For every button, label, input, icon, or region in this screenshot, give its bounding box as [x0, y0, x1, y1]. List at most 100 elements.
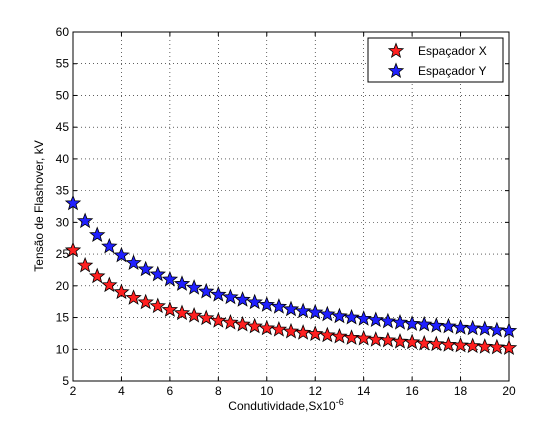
data-point-star: [149, 297, 166, 314]
data-point-star: [246, 317, 263, 334]
y-tick-label: 5: [62, 374, 69, 388]
data-point-star: [76, 256, 94, 273]
data-point-star: [282, 322, 300, 339]
x-axis-label: Condutividade,Sx10-6: [228, 397, 343, 413]
x-tick-labels: 2 4 6 8 10 12 14 16 18 20: [70, 384, 516, 398]
data-point-star: [403, 333, 421, 350]
data-point-star: [355, 310, 372, 326]
x-tick-label: 4: [118, 384, 125, 398]
y-tick-label: 40: [56, 152, 70, 166]
data-point-star: [464, 319, 481, 336]
data-point-star: [270, 320, 288, 337]
data-point-star: [234, 291, 251, 307]
data-point-star: [452, 336, 469, 353]
grid-lines: [73, 32, 509, 381]
y-tick-label: 55: [56, 57, 70, 71]
data-point-star: [137, 293, 154, 310]
data-point-star: [161, 301, 179, 317]
data-point-star: [379, 331, 397, 348]
data-point-star: [476, 320, 493, 336]
data-point-star: [319, 326, 336, 343]
data-point-star: [476, 338, 493, 354]
data-point-star: [331, 307, 348, 324]
x-tick-label: 18: [454, 384, 468, 398]
data-point-star: [161, 270, 179, 287]
y-tick-label: 15: [56, 311, 70, 325]
data-point-star: [367, 311, 384, 328]
legend-star-icon: [387, 42, 405, 58]
data-point-star: [137, 260, 154, 277]
data-point-star: [234, 315, 251, 332]
data-point-star: [440, 317, 457, 334]
y-tick-label: 45: [56, 120, 70, 134]
data-point-star: [500, 322, 518, 338]
data-point-star: [173, 275, 191, 291]
data-point-star: [440, 336, 457, 352]
y-tick-label: 35: [56, 184, 70, 198]
legend-star-icon: [387, 62, 405, 78]
data-point-star: [428, 317, 445, 333]
data-point-star: [149, 265, 166, 282]
y-tick-label: 25: [56, 247, 70, 261]
axis-ticks: [72, 31, 510, 382]
data-point-star: [428, 335, 445, 352]
data-point-star: [89, 267, 106, 284]
data-point-star: [185, 307, 203, 323]
x-tick-label: 20: [502, 384, 516, 398]
data-point-star: [355, 329, 372, 346]
x-tick-label: 12: [309, 384, 323, 398]
data-point-star: [173, 304, 191, 321]
data-point-star: [210, 312, 227, 328]
data-point-star: [64, 194, 82, 211]
data-point-star: [319, 305, 336, 322]
y-tick-label: 50: [56, 88, 70, 102]
legend-label-espacador-y: Espaçador Y: [418, 64, 487, 78]
data-point-star: [198, 309, 215, 326]
y-tick-label: 60: [56, 25, 70, 39]
data-point-star: [294, 302, 312, 319]
data-point-star: [185, 279, 203, 295]
data-point-star: [198, 282, 215, 299]
data-point-star: [125, 289, 142, 305]
data-point-star: [294, 324, 312, 340]
data-point-star: [331, 327, 348, 344]
legend-label-espacador-x: Espaçador X: [418, 44, 487, 58]
data-point-star: [391, 314, 409, 330]
data-point-star: [101, 237, 118, 254]
legend-marker-espacador-y: [387, 62, 405, 78]
y-tick-label: 30: [56, 215, 70, 229]
data-point-star: [113, 246, 130, 263]
data-point-star: [113, 283, 130, 300]
data-point-star: [416, 334, 433, 351]
data-point-star: [488, 321, 506, 338]
data-point-star: [367, 331, 384, 347]
x-axis-label-exponent: -6: [336, 397, 344, 407]
x-tick-label: 6: [167, 384, 174, 398]
data-point-star: [101, 276, 118, 293]
series-espacador-y: [64, 194, 518, 338]
data-point-star: [307, 303, 324, 320]
data-point-star: [307, 325, 324, 342]
data-point-star: [464, 337, 481, 354]
data-point-star: [222, 288, 239, 305]
data-point-star: [76, 212, 94, 229]
series-espacador-x: [64, 241, 518, 355]
data-point-star: [488, 338, 506, 355]
data-point-star: [258, 319, 275, 336]
data-point-star: [222, 314, 239, 330]
legend-box: [367, 37, 504, 83]
data-point-star: [500, 339, 518, 355]
data-point-star: [258, 296, 275, 312]
data-markers: [64, 194, 518, 355]
data-point-star: [391, 333, 409, 349]
data-point-star: [416, 315, 433, 332]
data-point-star: [452, 319, 469, 335]
y-tick-labels: 5 10 15 20 25 30 35 40 45 50 55 60: [56, 25, 70, 388]
y-tick-label: 10: [56, 342, 70, 356]
data-point-star: [270, 298, 288, 314]
y-tick-label: 20: [56, 279, 70, 293]
data-point-star: [282, 300, 300, 317]
x-tick-label: 2: [70, 384, 77, 398]
